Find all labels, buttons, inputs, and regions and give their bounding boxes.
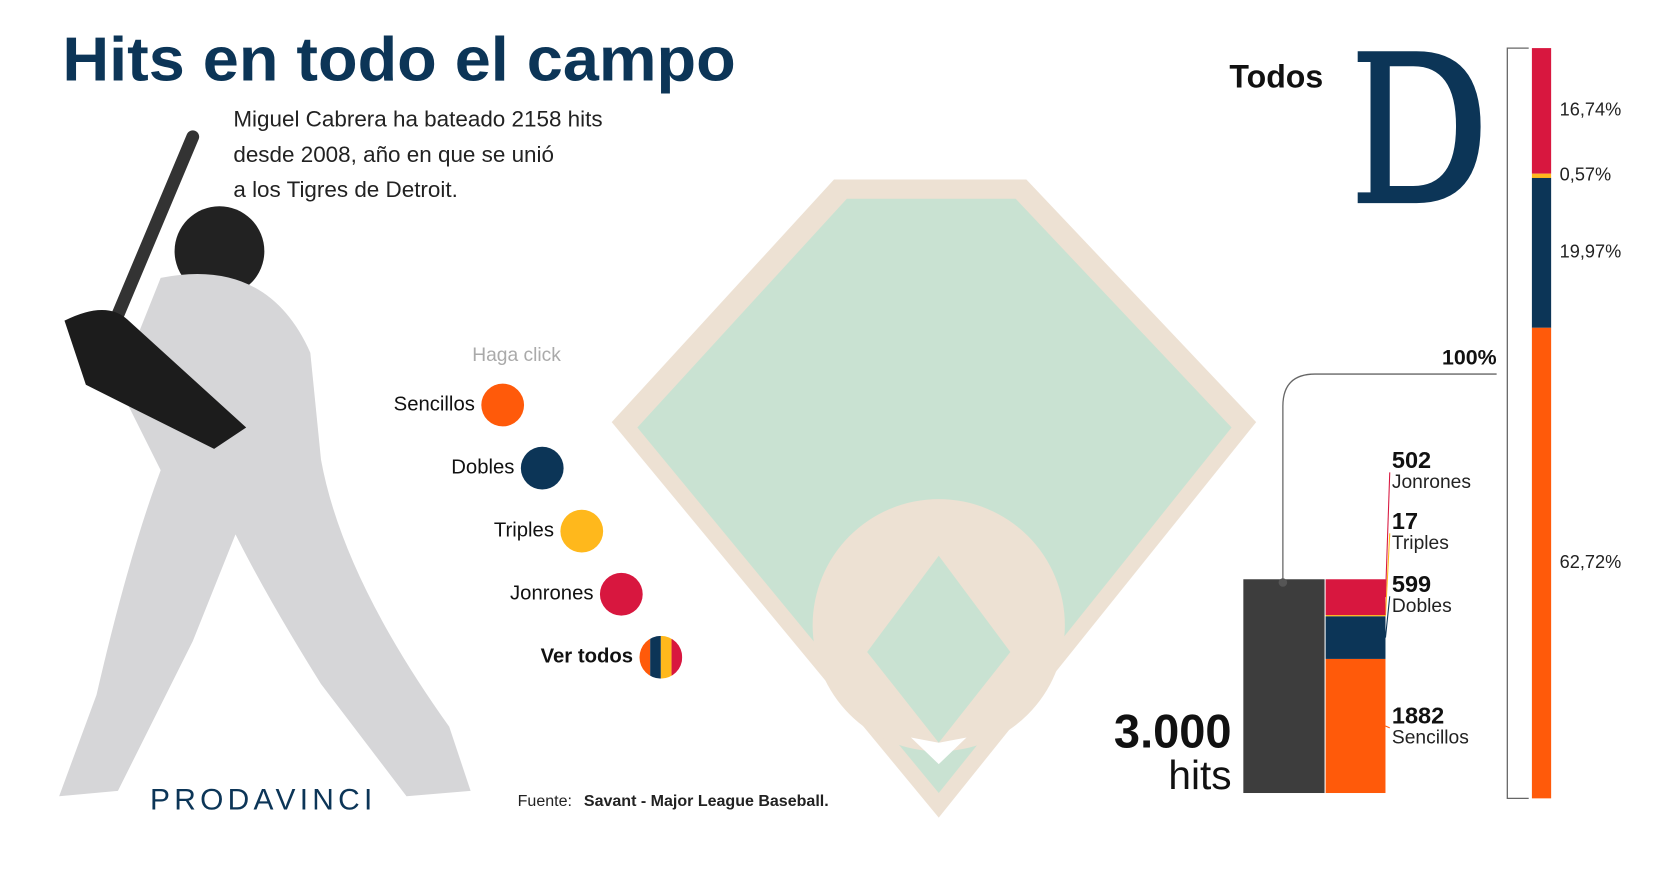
- count-connector: [1384, 596, 1391, 638]
- percent-label: 62,72%: [1560, 552, 1622, 572]
- legend-ball[interactable]: [481, 383, 525, 427]
- legend-label: Sencillos: [394, 393, 475, 415]
- legend-ball[interactable]: [560, 509, 604, 553]
- count-connector: [1385, 725, 1390, 729]
- count-label: Dobles: [1392, 596, 1452, 617]
- count-label: Sencillos: [1392, 728, 1469, 749]
- percent-label: 16,74%: [1560, 100, 1622, 120]
- percent-segment: [1531, 48, 1552, 174]
- legend-label: Ver todos: [541, 646, 634, 668]
- legend-hint: Haga click: [472, 345, 561, 366]
- count-segment: [1325, 579, 1386, 616]
- count-value: 17: [1392, 508, 1418, 534]
- brand: PRODAVINCI: [150, 783, 377, 816]
- count-segment: [1325, 616, 1386, 659]
- total-dot: [1278, 578, 1288, 587]
- subtitle-line: desde 2008, año en que se unió: [233, 142, 554, 167]
- source-prefix: Fuente:: [518, 792, 572, 810]
- total-bar: [1243, 579, 1325, 794]
- legend-label: Dobles: [451, 456, 514, 478]
- percent-segment: [1531, 177, 1552, 328]
- legend-ball-part: [671, 635, 683, 679]
- legend-ball[interactable]: [599, 572, 643, 616]
- count-label: Jonrones: [1392, 472, 1471, 493]
- legend-ball-part: [639, 635, 651, 679]
- count-value: 1882: [1392, 702, 1444, 728]
- subtitle-line: a los Tigres de Detroit.: [233, 177, 457, 202]
- team-logo: [1357, 51, 1481, 204]
- legend-ball-part: [650, 635, 661, 679]
- subtitle-line: Miguel Cabrera ha bateado 2158 hits: [233, 107, 602, 132]
- title: Hits en todo el campo: [62, 26, 735, 95]
- count-connector: [1384, 472, 1391, 598]
- bracket: [1282, 47, 1529, 800]
- legend-ball[interactable]: [520, 446, 564, 490]
- count-connector: [1384, 533, 1391, 616]
- total-unit: hits: [1168, 752, 1231, 798]
- count-value: 502: [1392, 447, 1431, 473]
- count-segment: [1325, 658, 1386, 794]
- count-segment: [1325, 615, 1386, 617]
- total-percent: 100%: [1442, 346, 1497, 370]
- source-text: Savant - Major League Baseball.: [584, 792, 829, 810]
- percent-segment: [1531, 327, 1552, 799]
- player-photo: [59, 130, 471, 797]
- field: [611, 179, 1257, 818]
- percent-label: 19,97%: [1560, 242, 1622, 262]
- count-label: Triples: [1392, 533, 1449, 554]
- percent-label: 0,57%: [1560, 165, 1611, 185]
- legend-label: Triples: [494, 520, 554, 542]
- total-count: 3.000: [1114, 705, 1232, 758]
- chart-title: Todos: [1229, 59, 1323, 95]
- count-value: 599: [1392, 571, 1431, 597]
- legend-ball-part: [660, 635, 672, 679]
- percent-segment: [1531, 173, 1552, 178]
- legend-label: Jonrones: [510, 583, 593, 605]
